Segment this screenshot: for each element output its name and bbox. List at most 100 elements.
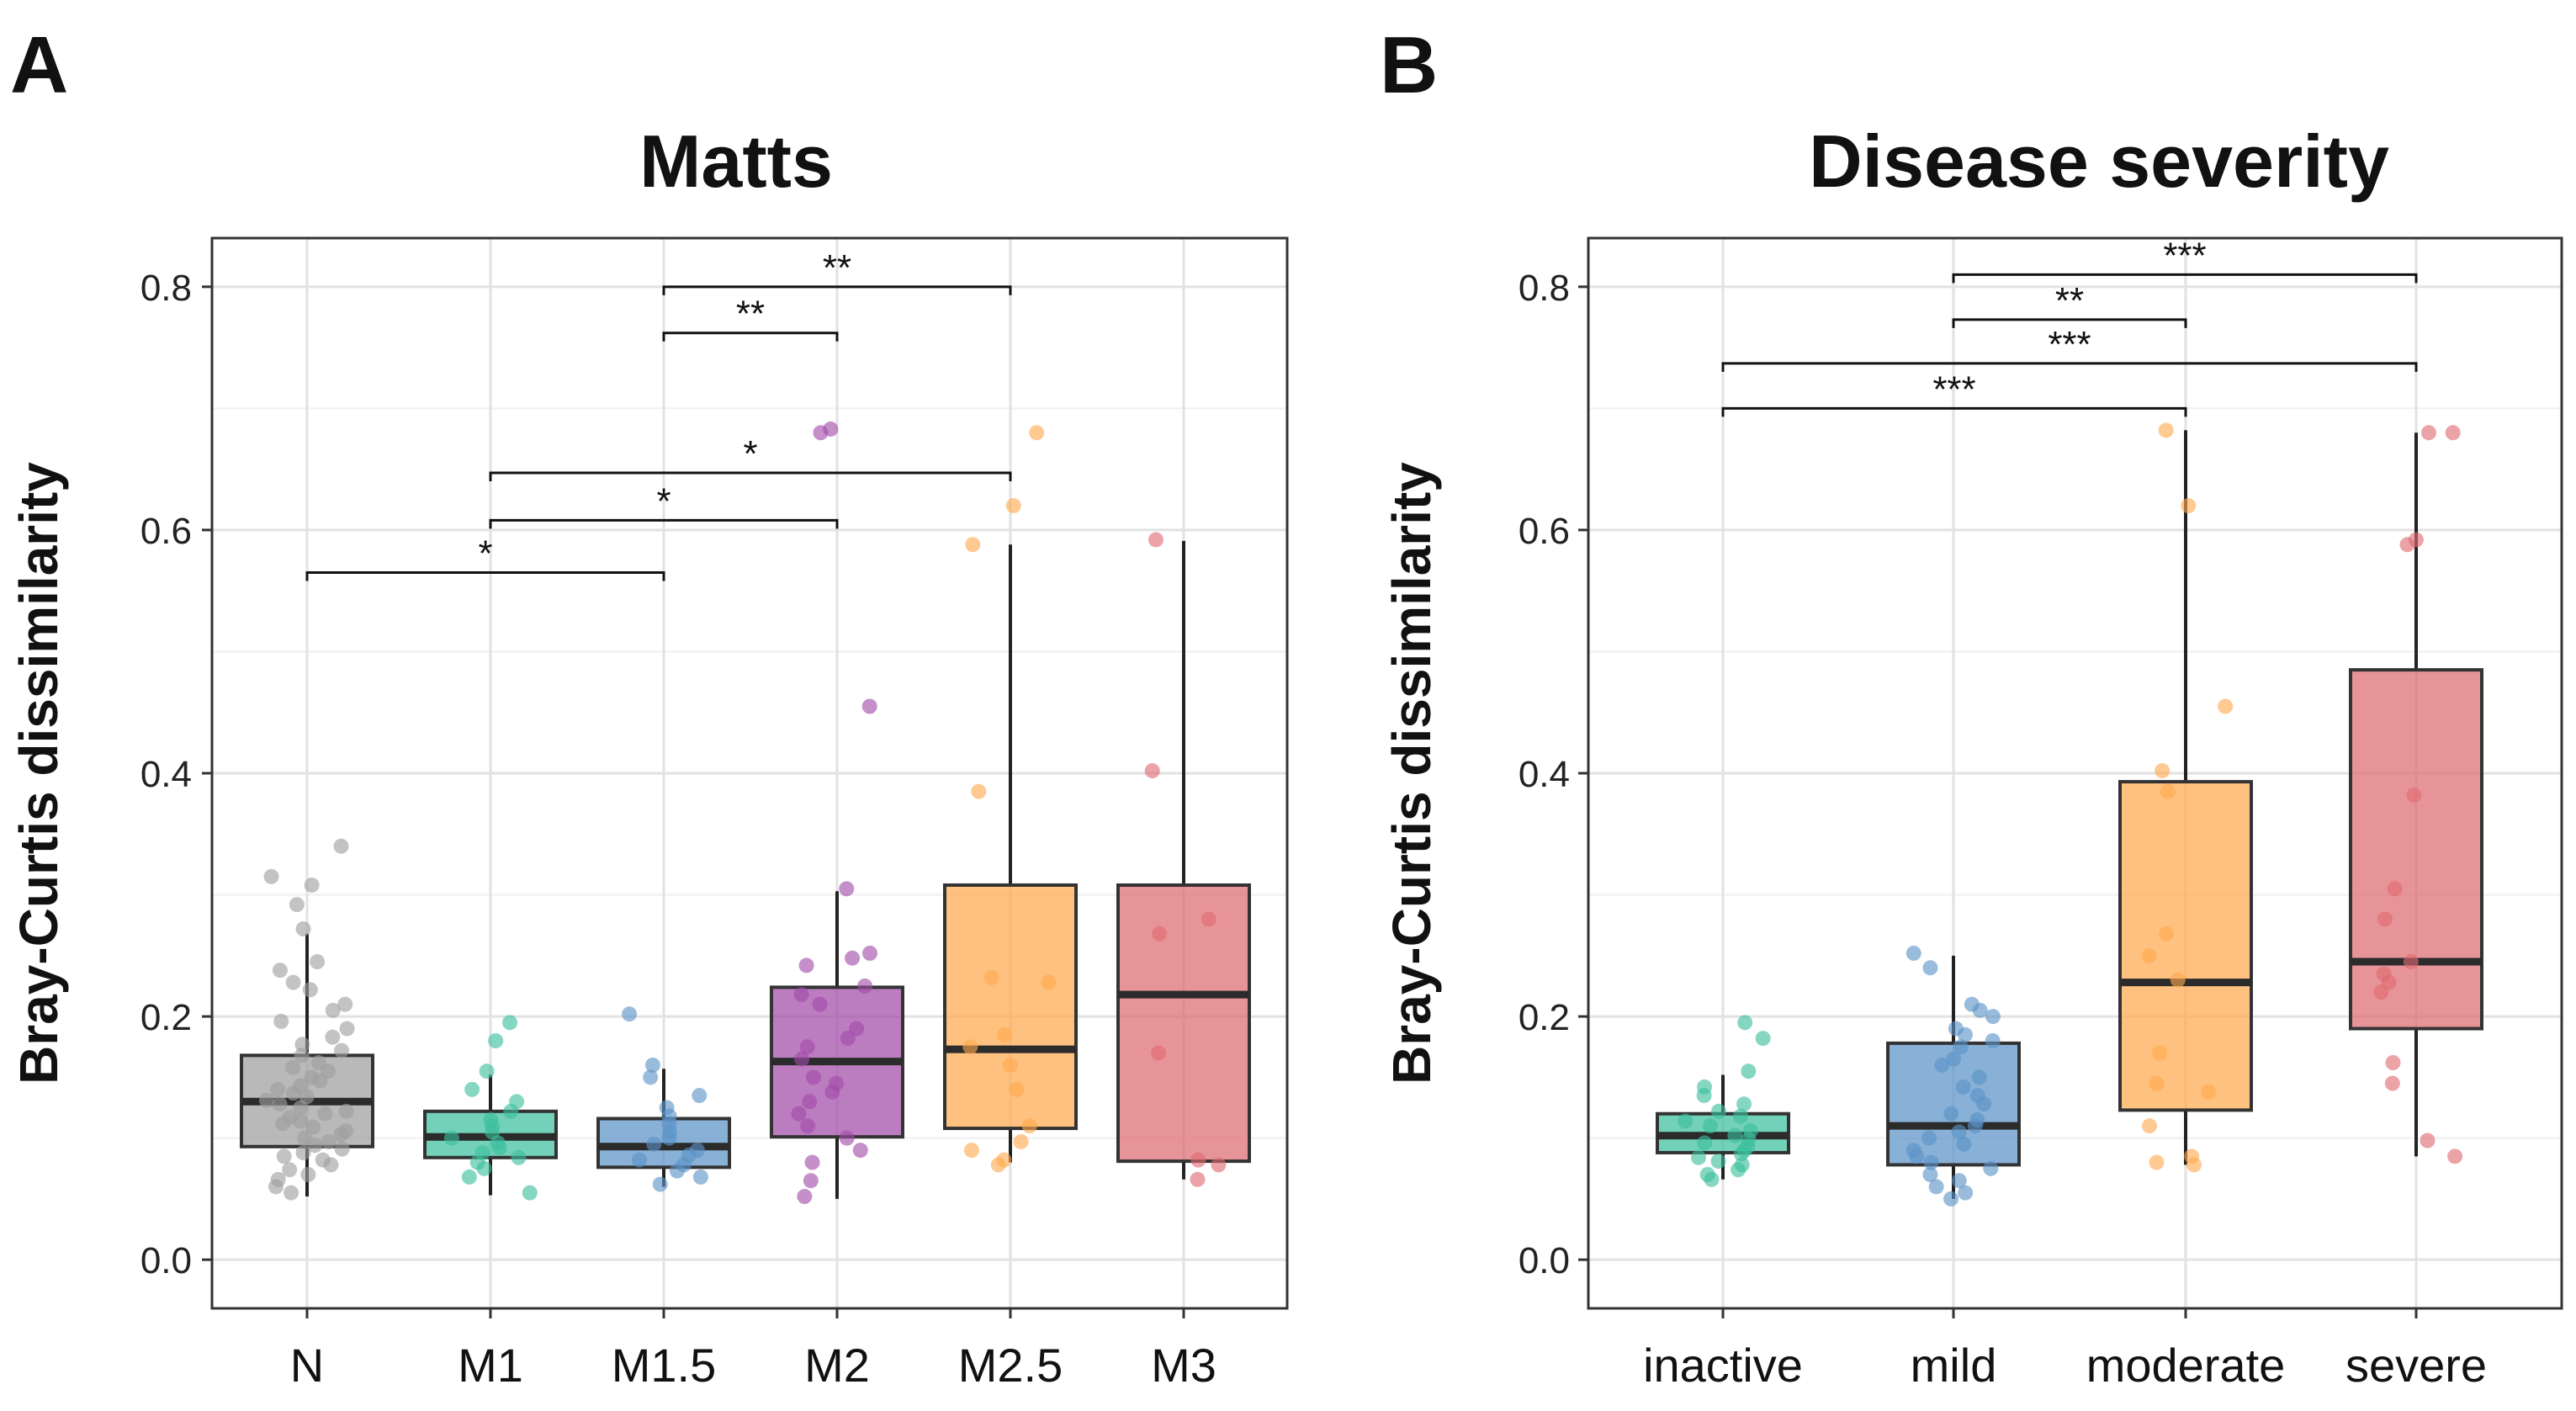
data-point [813,425,829,441]
data-point [1955,1079,1971,1095]
data-point [652,1176,668,1192]
data-point [1958,1026,1974,1042]
data-point [263,868,279,884]
significance-label: *** [2163,235,2206,276]
data-point [325,1002,341,1018]
y-tick-label: 0.8 [1519,268,1570,309]
data-point [1736,1096,1752,1112]
data-point [284,1059,300,1075]
data-point [962,1039,978,1055]
significance-label: ** [736,294,765,335]
data-point [983,969,999,985]
significance-bracket [662,285,1012,295]
significance-bracket [305,571,665,581]
data-point [491,1140,507,1156]
data-point [812,996,828,1012]
data-point [334,1141,350,1157]
data-point [1152,926,1168,942]
data-point [1704,1171,1720,1187]
data-point [488,1033,504,1048]
significance-label: *** [1932,369,1975,410]
data-point [840,1031,856,1047]
data-point [1951,1173,1967,1189]
data-point [276,1148,292,1164]
data-point [1922,960,1938,976]
data-point [797,1189,813,1205]
data-point [990,1157,1006,1173]
data-point [325,1029,341,1045]
data-point [2385,1055,2401,1071]
data-point [1905,945,1921,961]
data-point [1690,1149,1706,1165]
data-point [2141,1118,2157,1134]
data-point [794,1051,810,1067]
data-point [275,1116,291,1132]
y-tick-label: 0.0 [1519,1240,1570,1281]
data-point [2158,422,2174,438]
data-point [476,1160,492,1176]
data-point [502,1015,518,1031]
data-point [1971,1069,1987,1085]
data-point [1710,1154,1726,1170]
data-point [1943,1106,1959,1122]
data-point [1702,1118,1718,1134]
y-tick-label: 0.8 [140,268,192,309]
data-point [282,1162,298,1178]
data-point [963,1143,979,1159]
data-point [2384,1075,2400,1091]
data-point [643,1069,659,1085]
data-point [997,1026,1013,1042]
data-point [1151,1045,1167,1061]
data-point [1211,1157,1227,1173]
data-point [1934,1057,1950,1073]
data-point [1041,974,1057,990]
data-point [1696,1088,1712,1104]
panel-label: A [10,20,68,110]
chart-title: Matts [639,119,833,203]
data-point [294,1048,310,1064]
y-tick-label: 0.6 [1519,511,1570,552]
data-point [511,1149,527,1165]
data-point [339,1021,355,1037]
y-tick-label: 0.6 [140,511,192,552]
data-point [1021,1118,1037,1134]
data-point [965,537,981,553]
x-tick-label: M2.5 [958,1339,1063,1392]
data-point [1958,1185,1974,1201]
data-point [805,1069,821,1085]
data-point [300,1167,316,1182]
data-point [321,1133,337,1149]
data-point [1967,1118,1983,1134]
data-point [1922,1167,1938,1182]
data-point [289,897,305,913]
data-point [802,1094,818,1110]
y-tick-label: 0.2 [1519,997,1570,1038]
data-point [1678,1113,1693,1129]
data-point [1201,911,1216,927]
data-point [1755,1031,1771,1047]
data-point [307,1138,323,1154]
data-point [798,957,814,973]
data-point [443,1130,459,1146]
data-point [2445,425,2461,441]
significance-label: *** [2048,324,2091,365]
data-point [824,1084,840,1100]
data-point [285,974,301,990]
data-point [1953,1039,1969,1055]
data-point [1985,1009,2001,1025]
data-point [1923,1154,1939,1170]
data-point [1002,1057,1018,1073]
data-point [803,1173,819,1189]
data-point [2447,1148,2463,1164]
data-point [310,954,326,970]
data-point [1737,1015,1753,1031]
data-point [1976,1096,1992,1112]
panel-label: B [1380,20,1438,110]
x-tick-label: severe [2345,1339,2487,1392]
significance-label: * [656,480,671,522]
data-point [1005,498,1021,513]
data-point [1946,1051,1962,1067]
data-point [793,987,809,1003]
data-point [2181,498,2197,513]
